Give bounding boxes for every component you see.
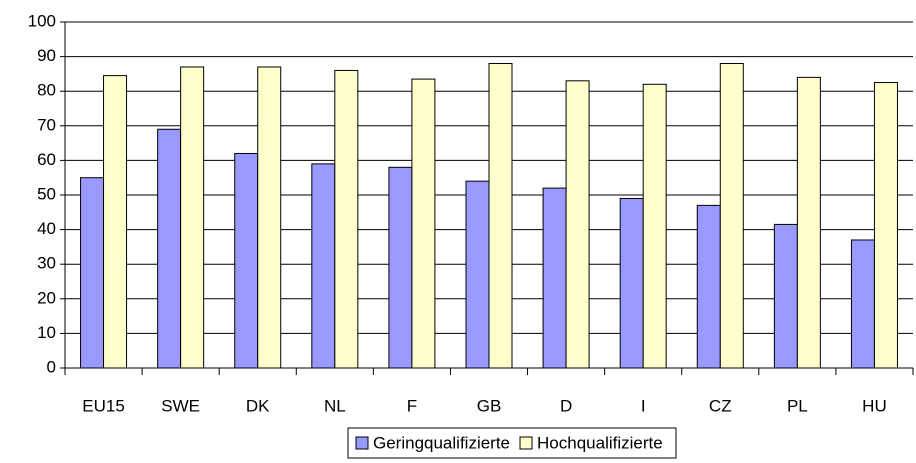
bar [257, 66, 282, 369]
y-tick-label: 90 [37, 46, 56, 65]
bar [411, 78, 436, 369]
x-tick-label: HU [862, 396, 887, 415]
x-tick-label: PL [787, 396, 808, 415]
y-tick-label: 60 [37, 150, 56, 169]
y-tick-label: 10 [37, 323, 56, 342]
bar [642, 83, 667, 369]
y-tick-label: 80 [37, 81, 56, 100]
bar [719, 63, 744, 369]
bar [311, 163, 336, 369]
x-tick-label: GB [477, 396, 502, 415]
x-tick-label: EU15 [82, 396, 125, 415]
bar [388, 166, 413, 369]
x-tick-label: DK [246, 396, 270, 415]
bar [542, 187, 567, 369]
bar [334, 69, 359, 369]
bar [234, 152, 259, 369]
x-tick-label: CZ [709, 396, 732, 415]
bar [696, 204, 721, 369]
bar [796, 76, 821, 369]
legend-label: Hochqualifizierte [537, 433, 663, 452]
bar [565, 80, 590, 369]
bar [850, 239, 875, 369]
bar [873, 82, 898, 369]
legend-swatch [355, 436, 369, 450]
x-tick-label: SWE [161, 396, 200, 415]
bar [773, 223, 798, 369]
x-tick-label: D [560, 396, 572, 415]
bar [157, 128, 182, 369]
bar [180, 66, 205, 369]
bar [103, 75, 128, 369]
bar [465, 180, 490, 369]
bar [80, 177, 105, 369]
legend-label: Geringqualifizierte [373, 433, 510, 452]
y-tick-label: 40 [37, 219, 56, 238]
x-tick-label: NL [324, 396, 346, 415]
legend-box [347, 427, 677, 459]
bar [488, 63, 513, 369]
y-tick-label: 30 [37, 254, 56, 273]
legend-swatch [519, 436, 533, 450]
y-tick-label: 50 [37, 184, 56, 203]
y-tick-label: 100 [28, 11, 56, 30]
y-tick-label: 20 [37, 288, 56, 307]
x-tick-label: F [407, 396, 417, 415]
bar [619, 197, 644, 369]
y-tick-label: 0 [47, 357, 56, 376]
x-tick-label: I [641, 396, 646, 415]
y-tick-label: 70 [37, 115, 56, 134]
